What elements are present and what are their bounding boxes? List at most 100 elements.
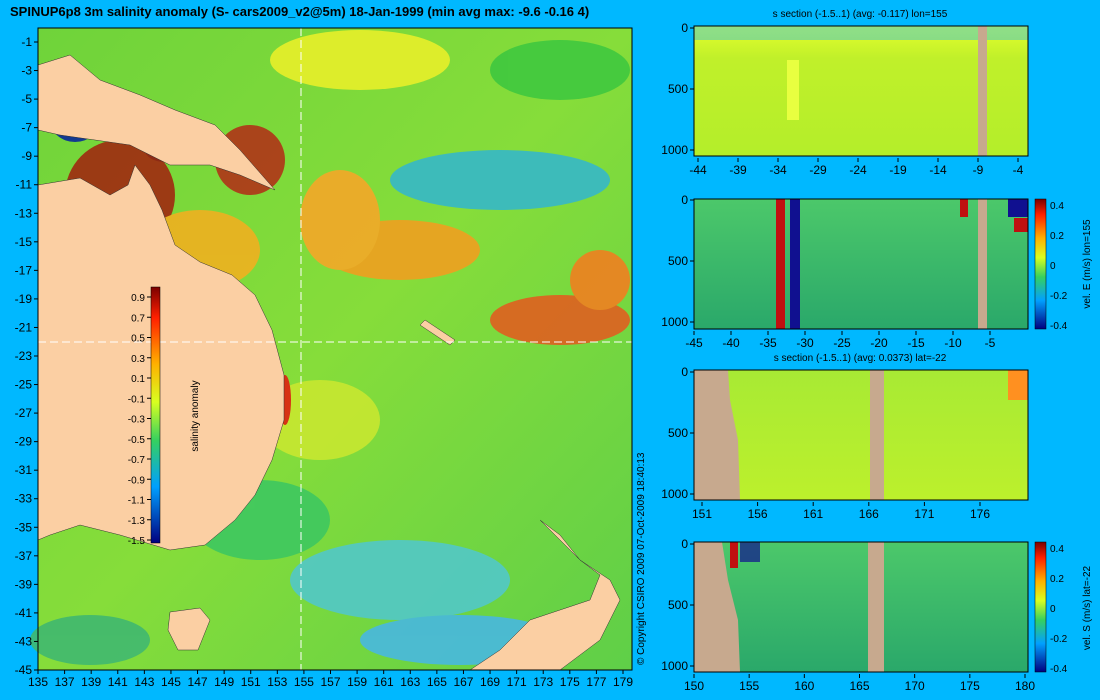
y-tick-label: 0 xyxy=(681,21,688,35)
panel2-colorbar-ticks: 0.4 0.2 0 -0.2 -0.4 xyxy=(1050,201,1068,332)
panel2-colorbar-label: vel. E (m/s) lon=155 xyxy=(1082,219,1093,309)
y-tick-label: 500 xyxy=(668,254,688,268)
x-tick-label: -4 xyxy=(1013,163,1024,177)
x-tick-label: 166 xyxy=(859,507,879,521)
y-tick-label: 0.3 xyxy=(131,354,145,365)
y-tick-label: -0.5 xyxy=(128,435,146,446)
map-x-axis: 135 137 139 141 143 145 147 149 151 153 155 157 159 1… xyxy=(28,670,633,689)
panel2-frame xyxy=(693,198,1029,330)
x-tick-label: -9 xyxy=(973,163,984,177)
x-tick-label: 149 xyxy=(214,675,234,689)
x-tick-label: 180 xyxy=(1015,679,1035,693)
map-frame xyxy=(37,27,633,671)
y-tick-label: 1000 xyxy=(661,659,688,673)
panel-salinity-lat: s section (-1.5..1) (avg: 0.0373) lat=-2… xyxy=(661,353,1029,521)
panel2-red-patch xyxy=(960,199,968,217)
colorbar-tick-label: 0 xyxy=(1050,604,1056,615)
panel2-y-axis: 0 500 1000 xyxy=(661,193,694,329)
x-tick-label: 153 xyxy=(267,675,287,689)
y-tick-label: -11 xyxy=(16,178,33,192)
colorbar-tick-label: -0.4 xyxy=(1050,664,1068,675)
y-tick-label: 0.7 xyxy=(131,313,145,324)
panel4-colorbar-ticks: 0.4 0.2 0 -0.2 -0.4 xyxy=(1050,544,1068,675)
y-tick-label: -33 xyxy=(15,492,33,506)
y-tick-label: 0.5 xyxy=(131,334,145,345)
colorbar-tick-label: 0.2 xyxy=(1050,231,1064,242)
panel-vel-south: 150 155 160 165 170 175 180 0 500 1000 0.4 0.2 0 -0… xyxy=(661,537,1093,693)
salinity-map: 135 137 139 141 143 145 147 149 151 153 155 157 159 1… xyxy=(15,27,633,689)
x-tick-label: 141 xyxy=(108,675,128,689)
y-tick-label: 0 xyxy=(681,193,688,207)
y-tick-label: -23 xyxy=(15,349,33,363)
y-tick-label: 0 xyxy=(681,537,688,551)
x-tick-label: -5 xyxy=(985,336,996,350)
x-tick-label: -40 xyxy=(722,336,740,350)
colorbar-tick-label: 0 xyxy=(1050,261,1056,272)
x-tick-label: -20 xyxy=(870,336,888,350)
panel2-red-patch-2 xyxy=(1014,218,1028,232)
panel4-y-axis: 0 500 1000 xyxy=(661,537,694,673)
panel3-field xyxy=(694,370,1028,500)
y-tick-label: -39 xyxy=(15,577,33,591)
panel2-blue-jet xyxy=(790,199,800,329)
panel1-frame xyxy=(693,25,1029,157)
y-tick-label: -0.1 xyxy=(128,394,146,405)
y-tick-label: -7 xyxy=(21,121,32,135)
land-new-guinea xyxy=(37,54,276,191)
colorbar-tick-label: -0.4 xyxy=(1050,321,1068,332)
x-tick-label: 143 xyxy=(134,675,154,689)
panel1-field xyxy=(694,26,1028,156)
land-tasmania xyxy=(167,607,211,651)
map-colorbar-label: salinity anomaly xyxy=(190,380,201,451)
y-tick-label: -0.9 xyxy=(128,475,146,486)
panel2-red-jet xyxy=(776,199,785,329)
panel3-y-axis: 0 500 1000 xyxy=(661,365,694,501)
figure-title: SPINUP6p8 3m salinity anomaly (S- cars20… xyxy=(10,4,589,19)
panel4-land-strip xyxy=(868,542,884,672)
x-tick-label: 175 xyxy=(960,679,980,693)
x-tick-label: 160 xyxy=(794,679,814,693)
y-tick-label: 0.9 xyxy=(131,293,145,304)
x-tick-label: 165 xyxy=(427,675,447,689)
panel4-colorbar xyxy=(1034,541,1047,673)
x-tick-label: 155 xyxy=(294,675,314,689)
panel4-land-shelf xyxy=(694,542,740,672)
y-tick-label: -1 xyxy=(21,35,32,49)
x-tick-label: 163 xyxy=(400,675,420,689)
y-tick-label: 1000 xyxy=(661,315,688,329)
x-tick-label: 139 xyxy=(81,675,101,689)
x-tick-label: 159 xyxy=(347,675,367,689)
colorbar-tick-label: 0.4 xyxy=(1050,201,1064,212)
colorbar-tick-label: 0.2 xyxy=(1050,574,1064,585)
panel4-blue-patch xyxy=(740,542,760,562)
x-tick-label: 150 xyxy=(684,679,704,693)
y-tick-label: -19 xyxy=(15,292,33,306)
y-tick-label: 0.1 xyxy=(131,374,145,385)
y-tick-label: 500 xyxy=(668,598,688,612)
panel3-frame xyxy=(693,369,1029,501)
x-tick-label: -25 xyxy=(833,336,851,350)
y-tick-label: -0.7 xyxy=(128,455,146,466)
x-tick-label: -14 xyxy=(929,163,947,177)
y-tick-label: -37 xyxy=(15,549,33,563)
x-tick-label: 176 xyxy=(970,507,990,521)
panel1-y-axis: 0 500 1000 xyxy=(661,21,694,157)
y-tick-label: 1000 xyxy=(661,487,688,501)
land-australia xyxy=(37,164,285,551)
x-tick-label: -24 xyxy=(849,163,867,177)
map-land xyxy=(37,54,621,671)
x-tick-label: -19 xyxy=(889,163,907,177)
panel1-feature xyxy=(787,60,799,120)
x-tick-label: 157 xyxy=(320,675,340,689)
x-tick-label: 165 xyxy=(849,679,869,693)
y-tick-label: -35 xyxy=(15,520,33,534)
y-tick-label: -5 xyxy=(21,92,32,106)
x-tick-label: -30 xyxy=(796,336,814,350)
y-tick-label: 0 xyxy=(681,365,688,379)
colorbar-tick-label: -0.2 xyxy=(1050,634,1068,645)
y-tick-label: -9 xyxy=(21,149,32,163)
x-tick-label: -10 xyxy=(944,336,962,350)
map-colorbar: 0.9 0.7 0.5 0.3 0.1 -0.1 -0.3 -0.5 -0.7 -0.9 -1.1 -… xyxy=(128,286,201,547)
x-tick-label: 161 xyxy=(374,675,394,689)
x-tick-label: -34 xyxy=(769,163,787,177)
